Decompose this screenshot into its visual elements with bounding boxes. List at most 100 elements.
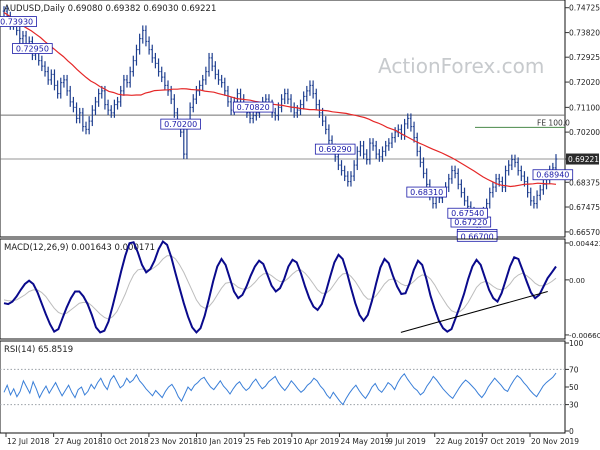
price-title: AUDUSD,Daily 0.69080 0.69382 0.69030 0.6… xyxy=(4,4,216,14)
price-bar xyxy=(141,25,145,44)
price-bar xyxy=(150,44,154,63)
time-axis: 12 Jul 2018 27 Aug 2018 10 Oct 2018 23 Nov … xyxy=(5,433,579,446)
rsi-panel: RSI(14) 65.8519 100 70 50 30 0 xyxy=(0,339,584,436)
price-bar xyxy=(378,149,381,162)
price-bar xyxy=(81,107,85,132)
price-bar xyxy=(318,99,321,118)
price-bar xyxy=(286,88,290,105)
rsi-line xyxy=(3,372,557,406)
price-axis-tick-label: 0.68375 xyxy=(569,178,600,187)
price-bar xyxy=(302,91,305,110)
price-bar xyxy=(384,140,387,157)
price-bar xyxy=(125,74,129,88)
price-bar xyxy=(132,55,135,77)
price-bar xyxy=(415,132,419,157)
price-annotation: 0.70820 xyxy=(232,101,274,113)
price-bar xyxy=(46,66,50,85)
price-bar xyxy=(371,138,375,151)
macd-axis: 0.004423 0.00 -0.006603 xyxy=(565,239,600,340)
price-axis-tick-label: 0.66570 xyxy=(569,228,600,237)
price-axis: 0.74725 0.73820 0.72925 0.72020 0.71100 0.702… xyxy=(565,4,600,237)
time-axis-tick-label: 22 Aug 2019 xyxy=(436,437,484,446)
macd-axis-tick-label: 0.004423 xyxy=(569,239,600,248)
price-bar xyxy=(109,105,113,118)
price-bar xyxy=(214,61,217,80)
price-bar xyxy=(532,195,536,209)
price-bar xyxy=(510,154,514,171)
price-bar xyxy=(542,179,545,195)
price-axis-tick-label: 0.73820 xyxy=(569,29,600,38)
price-bar xyxy=(207,52,211,77)
price-bar xyxy=(43,61,47,77)
rsi-axis-tick-label: 0 xyxy=(569,427,574,436)
price-bar xyxy=(182,127,186,160)
price-bar xyxy=(274,107,277,121)
price-annotation-box xyxy=(447,207,488,219)
rsi-axis-tick-label: 50 xyxy=(569,383,579,392)
price-plot-layer: FE 100.0 0.73930 0.72950 0.70200 0.67220 0.68… xyxy=(0,6,574,242)
macd-title: MACD(12,26,9) 0.001643 0.000171 xyxy=(4,243,155,253)
time-axis-tick-label: 24 May 2019 xyxy=(340,437,389,446)
price-bar xyxy=(204,66,208,85)
price-bar xyxy=(305,85,309,102)
price-bar xyxy=(59,77,63,99)
price-bar xyxy=(201,74,204,91)
price-bar xyxy=(97,88,100,107)
price-panel: AUDUSD,Daily 0.69080 0.69382 0.69030 0.6… xyxy=(0,0,600,242)
price-annotation: 0.69290 xyxy=(314,143,356,155)
price-bar xyxy=(154,52,157,69)
macd-signal-line xyxy=(3,255,557,320)
price-annotation: 0.68940 xyxy=(532,169,574,181)
price-bar xyxy=(223,77,227,96)
price-annotation: 0.73930 xyxy=(0,16,37,27)
price-bar xyxy=(513,154,517,168)
price-bar xyxy=(453,165,457,179)
price-bar xyxy=(362,140,365,160)
price-bar xyxy=(359,140,362,157)
price-bar xyxy=(315,88,318,110)
price-bar xyxy=(18,25,22,44)
rsi-title: RSI(14) 65.8519 xyxy=(4,345,73,355)
price-bar xyxy=(122,74,126,96)
price-annotation-box xyxy=(406,186,447,198)
price-bar xyxy=(387,138,391,151)
price-bar xyxy=(116,96,119,110)
price-bar xyxy=(526,176,529,198)
price-bar xyxy=(535,190,539,209)
price-annotation-text: 0.73930 xyxy=(0,18,33,27)
price-axis-tick-label: 0.71100 xyxy=(569,103,600,112)
price-axis-tick-label: 0.72020 xyxy=(569,78,600,87)
price-annotation: 0.72950 xyxy=(12,43,53,54)
time-axis-tick-label: 20 Nov 2019 xyxy=(531,437,579,446)
price-bar xyxy=(75,102,78,124)
price-bar xyxy=(56,80,59,99)
macd-line xyxy=(3,239,557,334)
price-bar xyxy=(504,165,507,193)
price-bar xyxy=(450,165,454,184)
price-bar xyxy=(356,146,359,171)
price-bar xyxy=(94,96,97,116)
price-bar xyxy=(144,25,148,47)
price-annotation-box xyxy=(160,118,201,130)
rsi-axis-tick-label: 70 xyxy=(569,365,579,374)
price-axis-tick-label: 0.72925 xyxy=(569,53,600,62)
macd-panel-frame xyxy=(0,238,566,340)
price-annotation-text: 0.67540 xyxy=(451,209,484,218)
price-bar xyxy=(463,187,466,206)
price-bar xyxy=(412,121,416,143)
moving-average-line xyxy=(3,11,557,188)
price-bar xyxy=(195,85,198,105)
price-bar xyxy=(191,94,195,113)
price-bar xyxy=(488,187,492,209)
price-annotation-box xyxy=(456,230,498,242)
price-bar xyxy=(217,69,220,85)
price-bar xyxy=(501,176,504,193)
price-bar xyxy=(311,80,315,99)
price-annotation-box xyxy=(12,43,53,54)
price-annotation-text: 0.70820 xyxy=(237,103,270,112)
macd-trendline xyxy=(400,291,548,333)
price-bar xyxy=(72,96,75,113)
price-annotation: 0.70200 xyxy=(160,118,201,130)
